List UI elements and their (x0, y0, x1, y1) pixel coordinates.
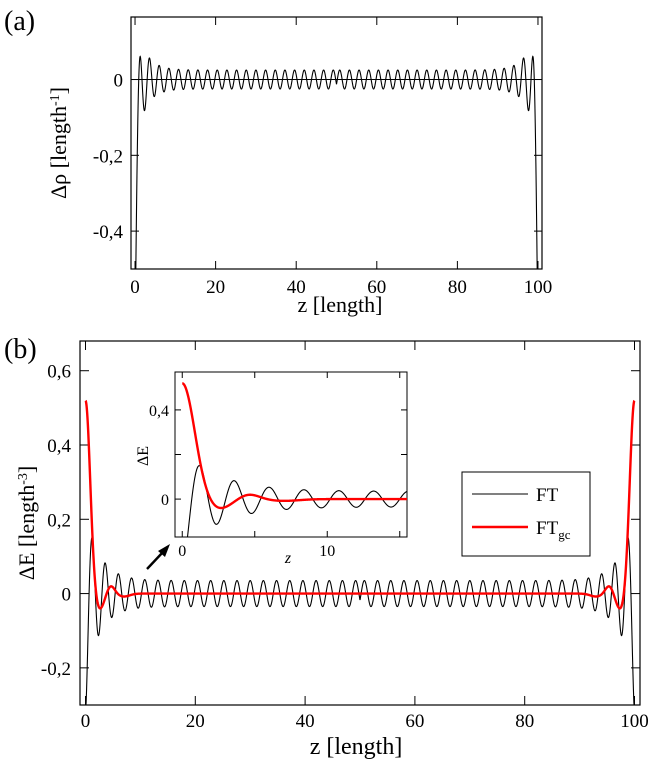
panel-b-xtick-label: 80 (515, 711, 534, 732)
panel-b-xlabel: z [length] (310, 734, 403, 760)
panel-a-ticks: 0 20 40 60 80 100 0 -0,2 -0,4 (93, 17, 552, 298)
inset-xlabel: z (284, 550, 292, 567)
panel-b-xtick-label: 20 (186, 711, 205, 732)
panel-b-ytick-label: 0,2 (47, 510, 71, 531)
panel-a-ylabel-sup: -1 (48, 94, 63, 106)
panel-b-series-ft (85, 537, 635, 706)
panel-a-ylabel: Δρ [length-1] (46, 87, 71, 199)
panel-a-xtick-label: 20 (206, 277, 225, 298)
panel-b-xtick-label: 0 (81, 711, 91, 732)
panel-b-ytick-label: 0,6 (47, 362, 71, 383)
panel-a-plot-frame (130, 16, 543, 270)
panel-b-ylabel-text: ΔE [length (14, 485, 39, 580)
panel-a-ytick-label: 0 (114, 71, 124, 92)
panel-a-xtick-label: 60 (367, 277, 386, 298)
panel-b-ytick-label: 0 (62, 585, 72, 606)
inset-frame (174, 371, 408, 538)
panel-a-ytick-label: -0,2 (93, 146, 123, 167)
panel-b-ylabel-sup: -3 (16, 473, 31, 485)
panel-a-ylabel-close: ] (46, 87, 71, 94)
panel-b-ytick-label: -0,2 (41, 659, 71, 680)
inset-arrow-shaft (146, 551, 164, 570)
panel-b-plot-frame (79, 340, 641, 706)
panel-b-ylabel-close: ] (14, 466, 39, 473)
panel-b-ytick-label: 0,4 (47, 436, 71, 457)
inset-arrow-head (158, 544, 170, 557)
panel-a-xtick-label: 0 (130, 277, 140, 298)
inset-series-ftgc (182, 382, 407, 510)
inset-ylabel: ΔE (135, 446, 152, 466)
panel-b-label: (b) (4, 334, 37, 365)
legend-box (461, 471, 591, 557)
panel-b-series-ftgc (84, 399, 636, 610)
panel-a-label: (a) (4, 6, 35, 37)
panel-a-xtick-label: 100 (524, 277, 553, 298)
panel-a-xtick-label: 40 (287, 277, 306, 298)
inset-ytick-label: 0 (161, 492, 169, 509)
inset-xtick-label: 0 (178, 543, 186, 560)
panel-a-xtick-label: 80 (448, 277, 467, 298)
panel-b-xtick-label: 100 (620, 711, 649, 732)
panel-a-series-drho (135, 55, 538, 270)
panel-b-xtick-label: 40 (296, 711, 315, 732)
legend-label-ftgc-main: FT (536, 518, 559, 539)
panel-a: (a) 0 20 40 60 80 100 0 -0,2 -0,4 z [length] Δρ … (4, 6, 552, 317)
inset-arrow (146, 544, 170, 570)
panel-b-xtick-label: 60 (405, 711, 424, 732)
inset-xtick-label: 10 (319, 543, 335, 560)
legend-label-ftgc-sub: gc (558, 527, 571, 542)
inset: 0 10 0,4 0 z ΔE (135, 371, 408, 567)
legend: FT FTgc (461, 471, 591, 557)
panel-a-ytick-label: -0,4 (93, 222, 124, 243)
panel-a-xlabel: z [length] (298, 292, 383, 317)
panel-a-ylabel-text: Δρ [length (46, 106, 71, 199)
inset-ytick-label: 0,4 (149, 403, 169, 420)
panel-b-ylabel: ΔE [length-3] (14, 466, 39, 580)
legend-label-ftgc: FTgc (536, 518, 571, 542)
legend-label-ft: FT (536, 485, 559, 506)
